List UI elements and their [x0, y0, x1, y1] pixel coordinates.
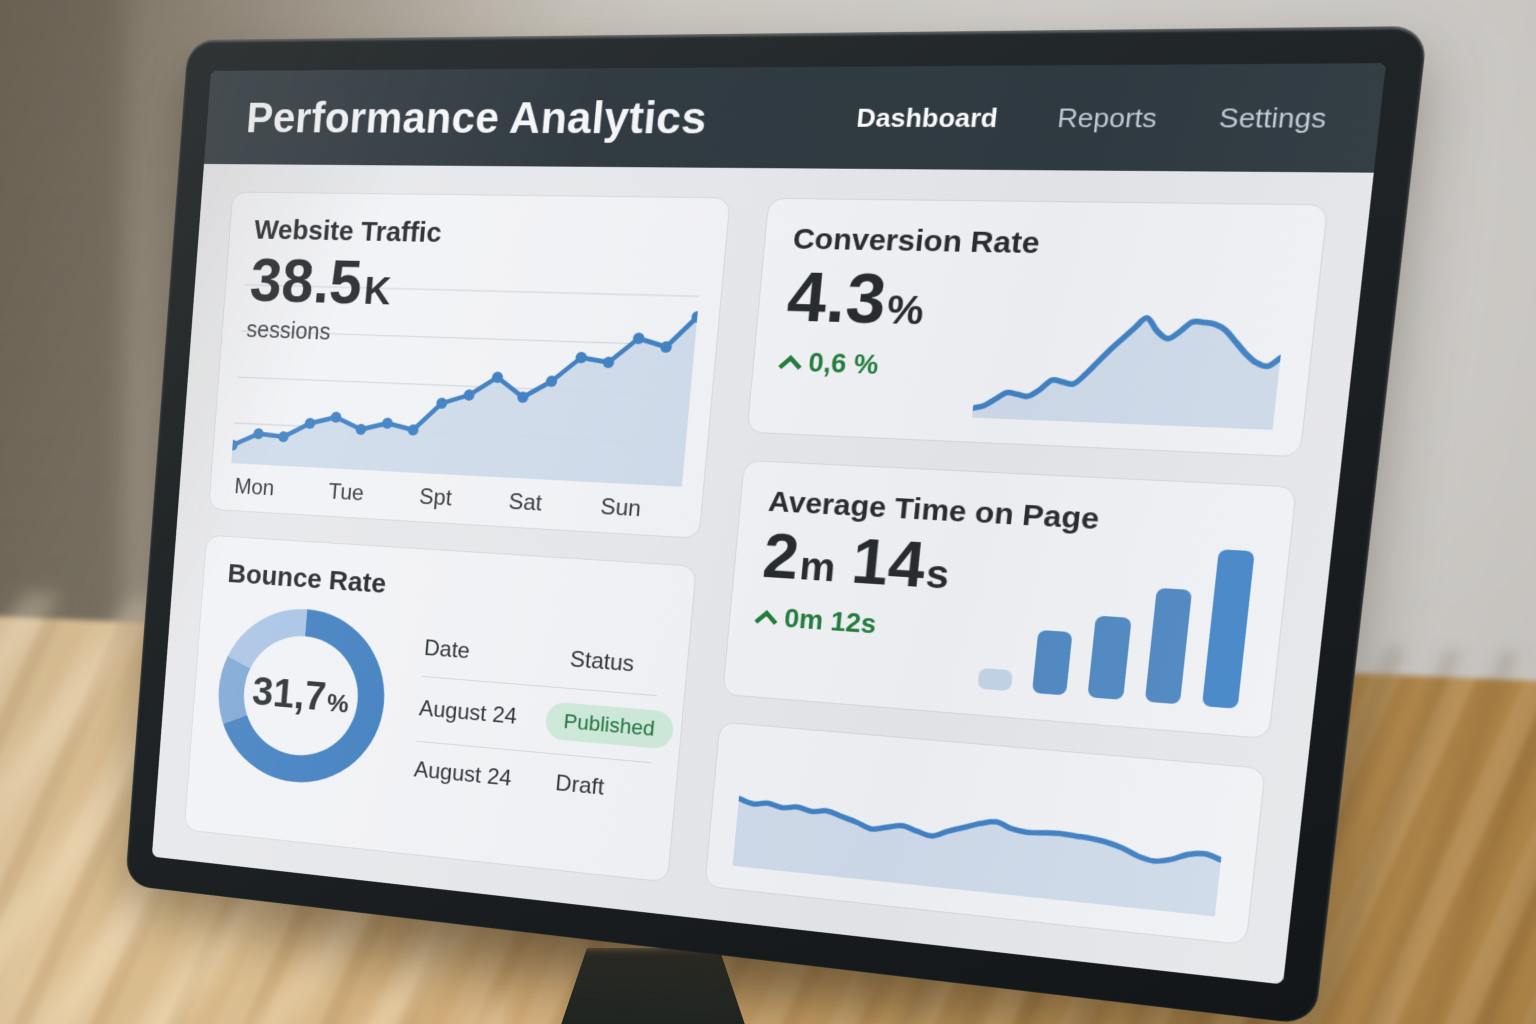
x-tick: Tue	[327, 479, 365, 506]
right-column: Conversion Rate 4.3% 0,6 %	[703, 197, 1329, 946]
bounce-rate-card: Bounce Rate 31,7%	[183, 534, 697, 883]
left-column: Website Traffic 38.5 K sessions Mon	[183, 191, 731, 883]
bounce-rate-donut-chart: 31,7%	[212, 603, 392, 791]
trend-sparkline-card	[703, 721, 1267, 946]
nav-item-dashboard[interactable]: Dashboard	[855, 101, 1000, 133]
conversion-value-unit: %	[884, 288, 926, 334]
nav-item-settings[interactable]: Settings	[1217, 101, 1329, 134]
donut-center: 31,7%	[239, 631, 363, 761]
trend-up-icon	[777, 354, 802, 378]
cell-date: August 24	[413, 757, 513, 792]
avg-time-kpi: 2 m 14 s 0m 12s	[753, 520, 955, 645]
avg-time-minutes: 2	[760, 520, 802, 593]
monitor: Performance Analytics Dashboard Reports …	[125, 26, 1428, 1024]
analytics-app: Performance Analytics Dashboard Reports …	[151, 63, 1387, 985]
average-time-card: Average Time on Page 2 m 14 s 0m 12s	[721, 459, 1298, 740]
x-tick: Mon	[233, 474, 276, 501]
trend-up-icon	[753, 609, 778, 633]
bar	[1144, 587, 1192, 705]
monitor-bezel: Performance Analytics Dashboard Reports …	[125, 26, 1428, 1024]
x-tick: Sun	[599, 494, 643, 522]
conversion-rate-chart	[972, 266, 1290, 430]
bar	[1087, 615, 1132, 700]
bounce-value-unit: %	[326, 688, 350, 719]
x-tick: Sat	[507, 489, 544, 517]
traffic-value: 38.5	[247, 245, 365, 317]
bounce-content: 31,7% Date Status	[212, 603, 675, 822]
bounce-value: 31,7	[250, 669, 328, 720]
avg-time-delta: 0m 12s	[753, 602, 947, 645]
page-title: Performance Analytics	[244, 92, 710, 144]
screen: Performance Analytics Dashboard Reports …	[151, 63, 1387, 985]
bar	[1032, 629, 1073, 696]
dashboard-body: Website Traffic 38.5 K sessions Mon	[151, 163, 1374, 985]
column-header-date: Date	[423, 635, 471, 664]
avg-time-seconds: 14	[848, 525, 929, 601]
traffic-kpi: 38.5 K sessions	[245, 245, 394, 348]
delta-value: 0,6 %	[807, 347, 880, 380]
nav-item-reports[interactable]: Reports	[1056, 101, 1159, 134]
app-header: Performance Analytics Dashboard Reports …	[203, 63, 1387, 173]
conversion-rate-card: Conversion Rate 4.3% 0,6 %	[746, 197, 1329, 458]
column-header-status: Status	[569, 646, 636, 677]
posts-table: Date Status August 24 Published	[412, 619, 675, 822]
conversion-kpi: 4.3% 0,6 %	[777, 258, 930, 382]
cell-status: Draft	[554, 770, 606, 801]
cell-date: August 24	[418, 696, 518, 730]
average-time-bar-chart	[977, 531, 1255, 709]
conversion-value: 4.3	[784, 258, 890, 339]
status-badge: Published	[544, 701, 675, 750]
trend-sparkline-chart	[732, 751, 1228, 917]
x-tick: Spt	[418, 484, 453, 512]
traffic-value-unit: K	[362, 268, 393, 313]
website-traffic-card: Website Traffic 38.5 K sessions Mon	[208, 191, 731, 539]
main-nav: Dashboard Reports Settings	[855, 101, 1328, 134]
avg-time-seconds-unit: s	[923, 552, 952, 598]
delta-value: 0m 12s	[782, 603, 878, 640]
bar	[1201, 548, 1255, 709]
traffic-subtitle: sessions	[245, 316, 332, 346]
bar	[977, 668, 1014, 692]
conversion-delta: 0,6 %	[777, 347, 922, 382]
avg-time-minutes-unit: m	[797, 545, 838, 591]
